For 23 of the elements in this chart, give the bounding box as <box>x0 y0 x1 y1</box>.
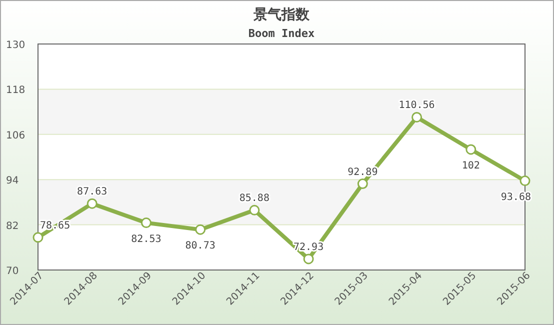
chart-subtitle: Boom Index <box>248 27 315 40</box>
y-tick-label: 82 <box>6 220 19 232</box>
point <box>412 112 422 122</box>
data-label: 102 <box>462 160 480 172</box>
point <box>249 204 260 216</box>
data-label: 80.73 <box>185 240 216 252</box>
point <box>195 224 206 235</box>
data-label: 85.88 <box>239 193 270 204</box>
y-tick-label: 94 <box>6 176 19 187</box>
data-label: 87.63 <box>77 186 108 198</box>
data-label: 82.53 <box>131 234 162 245</box>
point <box>357 178 368 190</box>
point <box>32 232 44 243</box>
point <box>140 218 152 228</box>
y-tick-label: 130 <box>6 40 26 51</box>
data-label: 110.56 <box>398 100 435 112</box>
point <box>520 176 530 186</box>
point <box>303 254 314 264</box>
y-tick-label: 106 <box>6 130 26 142</box>
point <box>86 198 98 209</box>
y-tick-label: 118 <box>6 85 26 96</box>
point <box>466 144 476 155</box>
chart-title: 景气指数 <box>252 7 310 23</box>
